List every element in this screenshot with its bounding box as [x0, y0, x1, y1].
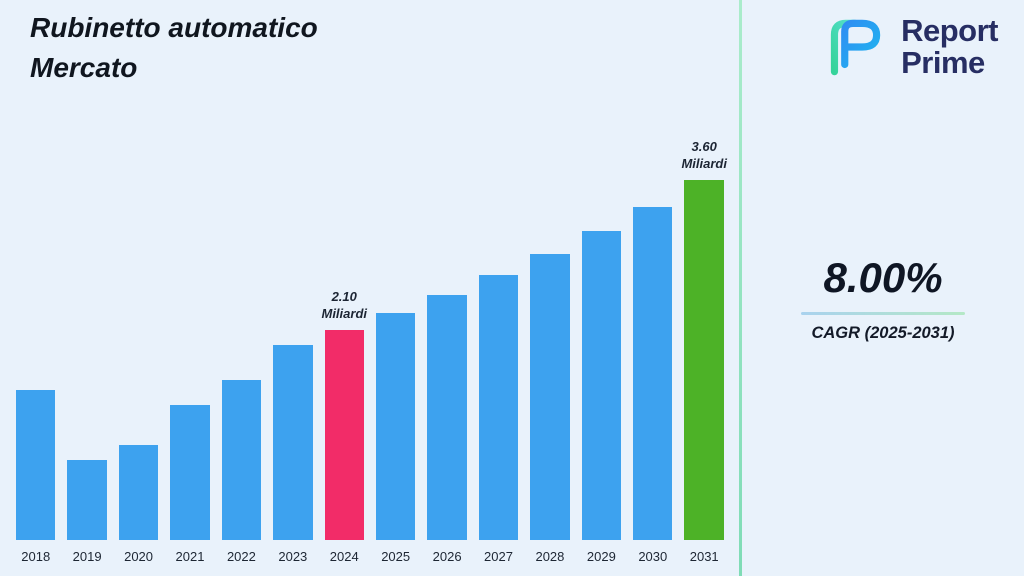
- x-axis-label-2031: 2031: [689, 549, 719, 564]
- bar-2023: [273, 345, 313, 540]
- x-axis-label-2020: 2020: [124, 549, 154, 564]
- bar-slot-2019: 2019: [67, 460, 107, 564]
- bar-2018: [16, 390, 56, 540]
- cagr-block: 8.00% CAGR (2025-2031): [799, 254, 967, 343]
- bar-2030: [633, 207, 673, 540]
- vertical-divider: [739, 0, 742, 576]
- bar-2028: [530, 254, 570, 540]
- bar-2021: [170, 405, 210, 540]
- brand-logo-icon: [830, 19, 881, 76]
- bar-slot-2018: 2018: [16, 390, 56, 564]
- x-axis-label-2029: 2029: [586, 549, 616, 564]
- brand-name-prime: Prime: [901, 45, 985, 80]
- bar-slot-2030: 2030: [633, 207, 673, 564]
- bar-slot-2024: 2.10 Miliardi 2024: [321, 288, 367, 564]
- cagr-label: CAGR (2025-2031): [811, 324, 955, 342]
- page-title: Rubinetto automatico Mercato: [30, 8, 318, 88]
- x-axis-label-2023: 2023: [278, 549, 308, 564]
- brand-logo: Report Prime: [817, 10, 998, 84]
- bar-2019: [67, 460, 107, 540]
- x-axis-label-2025: 2025: [381, 549, 411, 564]
- x-axis-label-2030: 2030: [638, 549, 668, 564]
- bar-2031: [684, 180, 724, 540]
- bar-2022: [221, 380, 262, 540]
- bar-chart: 2018 2019 2020 2021 2022 2023 2.10 Miliardi 2024…: [16, 138, 727, 564]
- cagr-value: 8.00%: [823, 254, 943, 301]
- x-axis-label-2028: 2028: [535, 549, 565, 564]
- bar-slot-2031: 3.60 Miliardi 2031: [681, 138, 727, 564]
- bar-2027: [478, 275, 519, 540]
- bar-slot-2027: 2027: [478, 275, 519, 564]
- bar-2020: [118, 445, 159, 540]
- cagr-underline: [801, 312, 965, 315]
- bar-slot-2022: 2022: [221, 380, 262, 564]
- page-title-line-1: Rubinetto automatico: [30, 12, 318, 43]
- x-axis-label-2021: 2021: [175, 549, 205, 564]
- x-axis-label-2022: 2022: [226, 549, 256, 564]
- bar-2026: [427, 295, 467, 540]
- page-title-line-2: Mercato: [30, 51, 138, 83]
- x-axis-label-2027: 2027: [484, 549, 513, 564]
- bar-value-label-2024: 2.10 Miliardi: [321, 288, 367, 322]
- bar-slot-2028: 2028: [530, 254, 570, 564]
- bar-slot-2026: 2026: [427, 295, 467, 564]
- bar-value-label-2031: 3.60 Miliardi: [681, 138, 727, 172]
- bar-2024: [324, 330, 364, 540]
- x-axis-label-2018: 2018: [21, 549, 51, 564]
- bar-slot-2029: 2029: [581, 231, 622, 564]
- brand-name-report: Report: [901, 13, 998, 49]
- bar-slot-2021: 2021: [170, 405, 210, 564]
- bar-2029: [581, 231, 622, 540]
- bar-slot-2023: 2023: [273, 345, 313, 564]
- bar-slot-2025: 2025: [375, 313, 416, 564]
- x-axis-label-2026: 2026: [432, 549, 462, 564]
- bar-2025: [375, 313, 416, 540]
- x-axis-label-2019: 2019: [72, 549, 102, 564]
- brand-logo-text: Report Prime: [901, 15, 998, 79]
- bar-slot-2020: 2020: [118, 445, 159, 564]
- x-axis-label-2024: 2024: [329, 549, 359, 564]
